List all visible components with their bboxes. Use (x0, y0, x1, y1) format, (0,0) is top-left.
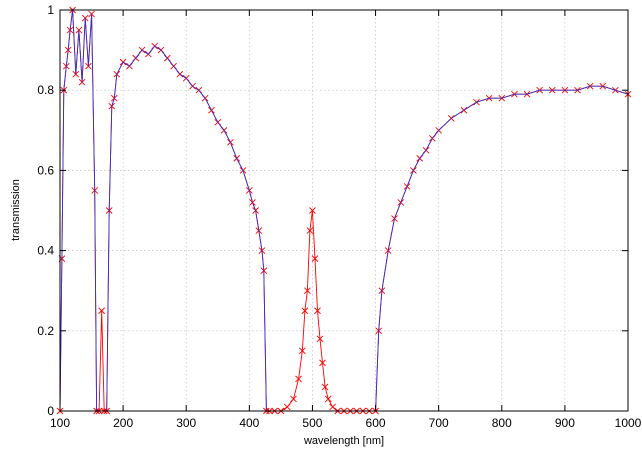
data-point-marker (75, 26, 83, 34)
y-tick-label: 0.4 (37, 244, 54, 258)
data-point-marker (309, 207, 316, 214)
data-point-marker (306, 227, 314, 234)
data-point-marker (290, 395, 297, 403)
data-point-marker (324, 395, 332, 403)
x-tick-label: 700 (429, 416, 449, 430)
y-axis-label: transmission (10, 179, 22, 241)
series-line (59, 9, 629, 412)
data-point-marker (283, 403, 291, 411)
y-tick-label: 0.6 (37, 163, 54, 177)
x-axis-label: wavelength [nm] (303, 435, 384, 447)
x-tick-label: 300 (176, 416, 196, 430)
data-point-marker (304, 287, 311, 295)
x-tick-label: 100 (50, 416, 70, 430)
data-point-marker (319, 359, 326, 367)
axis-ticks: 100 200 300 400 500 600 700 800 900 1000 0 0.2 0.4 0.… (37, 3, 641, 430)
x-tick-label: 500 (302, 416, 322, 430)
y-tick-label: 0.8 (37, 83, 54, 97)
x-tick-label: 600 (366, 416, 386, 430)
y-tick-label: 0 (47, 404, 54, 418)
data-point-marker (321, 383, 329, 391)
x-tick-label: 1000 (615, 416, 642, 430)
x-tick-label: 400 (239, 416, 259, 430)
data-point-marker (85, 62, 92, 70)
x-tick-label: 900 (555, 416, 575, 430)
plot-frame (59, 9, 629, 412)
y-tick-label: 1 (47, 3, 54, 17)
grid (60, 10, 628, 411)
data-point-marker (295, 375, 302, 383)
data-point-marker (98, 307, 105, 315)
data-point-marker (316, 335, 324, 343)
data-point-marker (311, 255, 319, 262)
x-tick-label: 200 (113, 416, 133, 430)
plot-area (56, 6, 632, 415)
x-tick-label: 800 (492, 416, 512, 430)
y-tick-label: 0.2 (37, 324, 54, 338)
data-point-marker (314, 307, 321, 315)
data-point-marker (329, 403, 336, 411)
data-point-marker (301, 307, 309, 315)
data-point-marker (299, 347, 306, 355)
series-line (59, 9, 629, 412)
